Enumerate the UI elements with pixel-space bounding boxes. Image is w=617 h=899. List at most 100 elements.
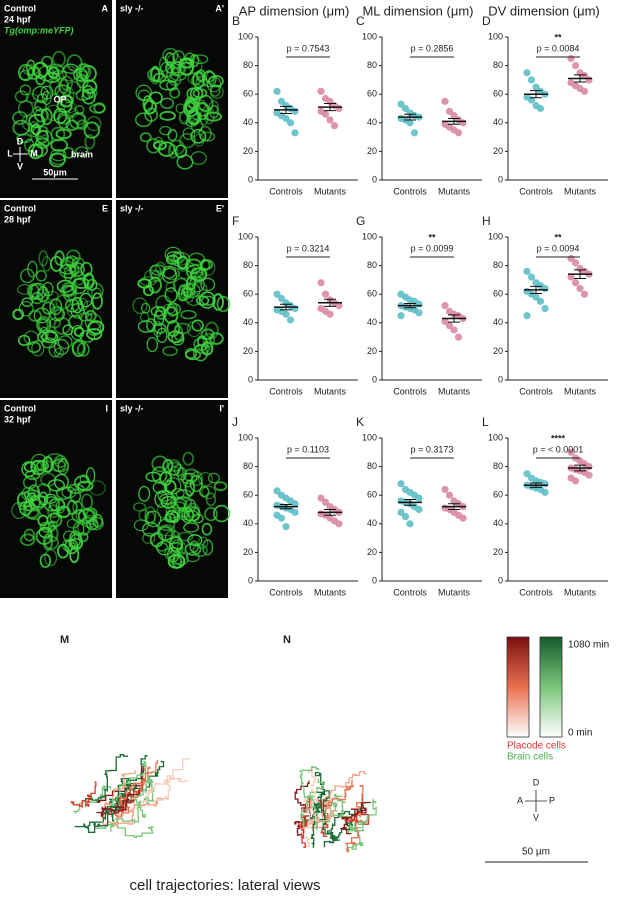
cell — [185, 551, 200, 563]
colorbar-red — [506, 636, 530, 738]
y-tick-label: 100 — [488, 31, 503, 41]
cell — [68, 314, 83, 330]
colorbar-max: 1080 min — [568, 640, 609, 651]
cell — [160, 97, 175, 109]
y-tick-label: 60 — [493, 289, 503, 299]
p-value: p = 0.7543 — [287, 43, 330, 53]
cell — [17, 334, 31, 346]
y-tick-label: 40 — [367, 117, 377, 127]
y-tick-label: 0 — [498, 575, 503, 585]
trajectory — [317, 790, 335, 843]
cell — [68, 542, 78, 555]
cell — [135, 112, 153, 128]
image-annotation: L — [7, 148, 13, 158]
data-point — [571, 259, 580, 267]
image-annotation: OP — [53, 94, 66, 104]
cell — [173, 277, 189, 295]
trajectory — [326, 793, 364, 841]
y-tick-label: 80 — [243, 461, 253, 471]
cell — [71, 339, 86, 357]
data-point — [532, 293, 540, 301]
y-tick-label: 60 — [243, 289, 253, 299]
trajectories — [70, 754, 377, 853]
cell — [190, 75, 201, 86]
cell — [41, 256, 52, 272]
x-tick-label: Mutants — [314, 186, 347, 196]
colorbar-min: 0 min — [568, 728, 592, 739]
y-tick-label: 60 — [367, 89, 377, 99]
y-tick-label: 100 — [362, 231, 377, 241]
cell — [79, 474, 90, 484]
cell — [188, 506, 201, 522]
panel-label: E — [102, 203, 108, 213]
cell — [201, 522, 213, 536]
trajectory — [344, 806, 370, 825]
y-tick-label: 80 — [493, 60, 503, 70]
cell — [187, 108, 201, 126]
cell — [75, 509, 86, 522]
trajectory — [299, 765, 320, 828]
y-tick-label: 100 — [362, 432, 377, 442]
cell — [145, 510, 162, 528]
cell — [145, 471, 162, 482]
data-point — [401, 104, 410, 113]
y-tick-label: 40 — [243, 117, 253, 127]
image-caption: 32 hpf — [4, 414, 32, 424]
trajectory — [340, 801, 372, 835]
cell — [205, 492, 217, 507]
trajectory — [322, 779, 354, 827]
cell — [17, 284, 33, 295]
cell — [176, 531, 194, 542]
cell — [76, 70, 89, 83]
cell — [151, 455, 169, 473]
cell — [146, 317, 156, 333]
orientation — [525, 790, 547, 812]
cell — [58, 94, 74, 108]
cell — [180, 472, 198, 485]
error-bar — [280, 105, 292, 115]
data-point — [291, 500, 299, 508]
y-tick-label: 40 — [243, 518, 253, 528]
x-tick-label: Mutants — [438, 587, 471, 597]
data-point — [273, 87, 281, 95]
cell — [43, 71, 61, 84]
cell — [179, 132, 196, 149]
cell — [87, 320, 105, 335]
cell — [147, 276, 162, 294]
data-point — [580, 290, 589, 298]
cell — [132, 297, 148, 314]
trajectory — [104, 770, 137, 812]
data-point — [585, 463, 593, 471]
y-tick-label: 40 — [367, 317, 377, 327]
error-bar — [448, 503, 460, 510]
cell — [169, 465, 180, 477]
trajectory — [300, 797, 311, 848]
trajectory — [96, 799, 135, 814]
y-tick-label: 40 — [493, 317, 503, 327]
cell — [189, 540, 199, 553]
colorbar-green — [539, 636, 563, 738]
data-point — [273, 290, 281, 298]
error-bar — [574, 74, 586, 83]
cell — [166, 319, 181, 337]
panel-label: I' — [219, 403, 224, 413]
cell — [198, 472, 213, 487]
cell — [18, 301, 34, 317]
cell — [187, 72, 204, 85]
cell — [89, 103, 106, 114]
cell — [170, 61, 185, 77]
data-point — [291, 508, 299, 516]
trajectory — [299, 797, 312, 849]
cell — [177, 256, 189, 272]
x-tick-label: Mutants — [314, 587, 347, 597]
cell — [16, 133, 33, 144]
error-bar — [530, 90, 542, 99]
error-bar — [324, 102, 336, 112]
panel-label: I — [105, 403, 108, 413]
axis-v: V — [533, 812, 539, 822]
cell — [19, 268, 35, 284]
data-point — [282, 114, 290, 123]
cell — [19, 84, 32, 96]
cell — [56, 543, 70, 559]
